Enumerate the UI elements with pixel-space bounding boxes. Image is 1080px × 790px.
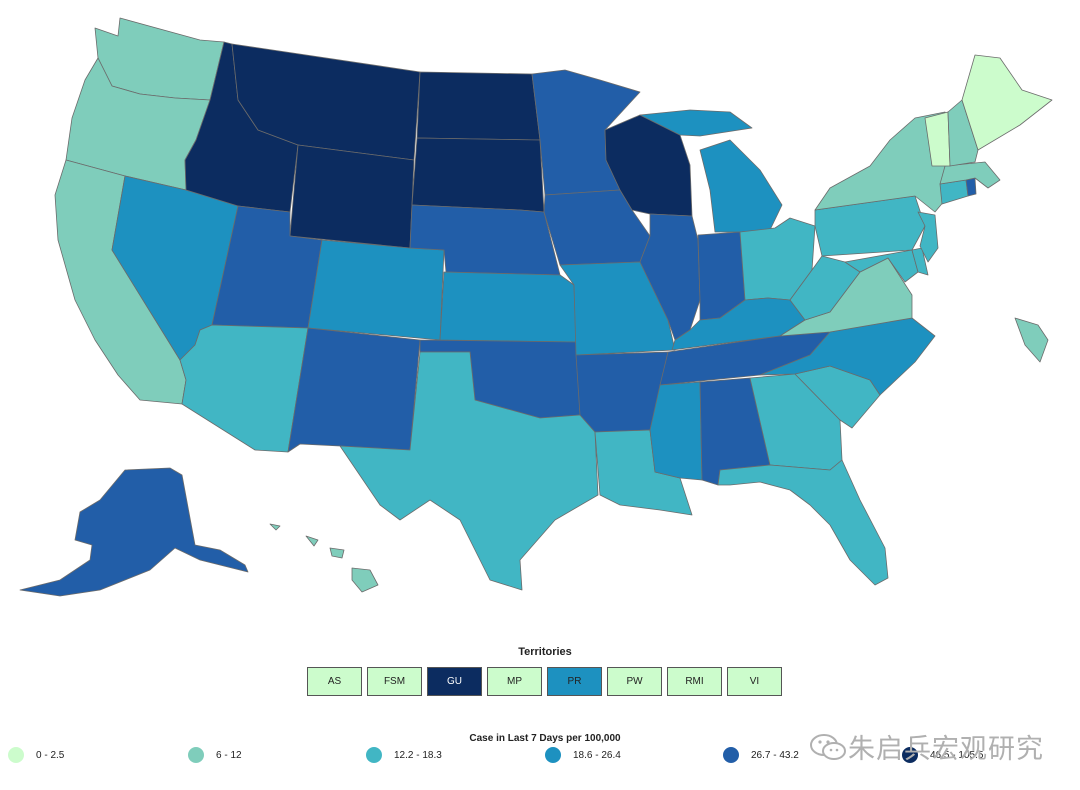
legend-item[interactable]: 26.7 - 43.2 (723, 747, 799, 763)
territory-gu[interactable]: GU (427, 667, 482, 696)
legend-title: Case in Last 7 Days per 100,000 (469, 733, 621, 744)
state-texas[interactable] (339, 351, 599, 591)
legend-swatch (723, 747, 739, 763)
state-south-dakota[interactable] (411, 137, 545, 213)
watermark: 朱启兵宏观研究 (808, 727, 1044, 766)
territory-pr[interactable]: PR (547, 667, 602, 696)
state-mississippi[interactable] (649, 381, 703, 481)
watermark-text: 朱启兵宏观研究 (848, 734, 1044, 765)
state-kansas[interactable] (439, 271, 577, 343)
territory-mp[interactable]: MP (487, 667, 542, 696)
state-new-mexico[interactable] (287, 327, 421, 453)
state-puerto-rico[interactable] (1014, 317, 1049, 363)
state-alaska[interactable] (19, 467, 249, 597)
state-new-jersey[interactable] (917, 211, 939, 263)
legend-label: 0 - 2.5 (36, 749, 65, 761)
wechat-icon (810, 733, 846, 760)
state-arizona[interactable] (179, 324, 309, 453)
legend-item[interactable]: 46.5 - 105.5 (902, 747, 983, 763)
territories-title: Territories (518, 646, 572, 658)
legend-item[interactable]: 12.2 - 18.3 (366, 747, 442, 763)
legend-label: 6 - 12 (216, 749, 242, 761)
legend-item[interactable]: 18.6 - 26.4 (545, 747, 621, 763)
state-massachusetts[interactable] (939, 161, 1001, 189)
legend-label: 12.2 - 18.3 (394, 749, 442, 761)
state-wyoming[interactable] (289, 144, 415, 249)
territory-fsm[interactable]: FSM (367, 667, 422, 696)
legend-item[interactable]: 6 - 12 (188, 747, 242, 763)
state-florida[interactable] (717, 459, 889, 586)
legend-swatch (188, 747, 204, 763)
state-maine[interactable] (961, 54, 1053, 151)
legend-item[interactable]: 0 - 2.5 (8, 747, 64, 763)
state-colorado[interactable] (307, 239, 445, 341)
legend-swatch (366, 747, 382, 763)
legend-label: 46.5 - 105.5 (930, 749, 984, 761)
legend-swatch (902, 747, 918, 763)
state-north-dakota[interactable] (416, 71, 541, 141)
territory-rmi[interactable]: RMI (667, 667, 722, 696)
state-delaware[interactable] (911, 247, 929, 276)
territory-vi[interactable]: VI (727, 667, 782, 696)
legend-swatch (545, 747, 561, 763)
state-rhode-island[interactable] (965, 177, 977, 197)
territory-as[interactable]: AS (307, 667, 362, 696)
territory-pw[interactable]: PW (607, 667, 662, 696)
state-new-hampshire[interactable] (947, 99, 979, 167)
legend-label: 18.6 - 26.4 (573, 749, 621, 761)
legend-label: 26.7 - 43.2 (751, 749, 799, 761)
us-map (19, 17, 1053, 597)
state-hawaii[interactable] (269, 523, 379, 593)
legend-swatch (8, 747, 24, 763)
